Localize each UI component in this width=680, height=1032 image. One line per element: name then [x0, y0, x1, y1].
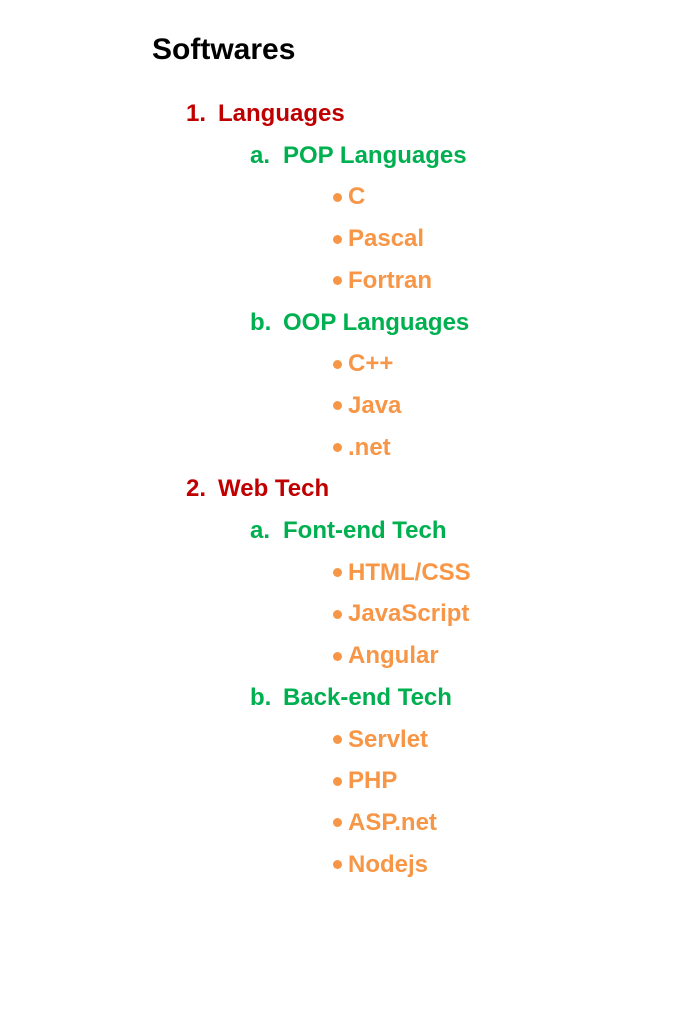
bullet-item: Java	[333, 390, 401, 422]
bullet-icon	[333, 860, 342, 870]
bullet-item: Angular	[333, 640, 439, 672]
group-item: a. POP Languages	[250, 140, 467, 172]
list-item-label: JavaScript	[348, 600, 470, 628]
bullet-icon	[333, 651, 342, 661]
bullet-icon	[333, 776, 342, 786]
bullet-item: C++	[333, 348, 393, 380]
list-item-label: Pascal	[348, 225, 425, 253]
list-marker: 1.	[186, 100, 207, 127]
bullet-item: Fortran	[333, 265, 432, 297]
list-item-label: OOP Languages	[283, 308, 470, 336]
bullet-item: Pascal	[333, 223, 424, 255]
list-item-label: Servlet	[348, 725, 429, 753]
list-item-label: Angular	[348, 642, 439, 670]
bullet-item: PHP	[333, 765, 397, 797]
list-item-label: Languages	[218, 100, 345, 127]
bullet-icon	[333, 192, 342, 202]
list-marker: b.	[250, 308, 272, 336]
bullet-icon	[333, 401, 342, 411]
document-title: Softwares	[152, 33, 296, 66]
list-item-label: PHP	[348, 767, 398, 795]
bullet-item: ASP.net	[333, 807, 437, 839]
bullet-icon	[333, 443, 342, 453]
list-marker: b.	[250, 683, 272, 711]
group-item: a. Font-end Tech	[250, 515, 447, 547]
group-item: b. Back-end Tech	[250, 682, 452, 714]
list-item-label: Back-end Tech	[283, 683, 452, 711]
section-item: 1. Languages	[186, 98, 345, 130]
list-marker: a.	[250, 517, 271, 544]
list-item-label: C++	[348, 350, 394, 378]
list-item-label: POP Languages	[283, 141, 467, 169]
bullet-item: JavaScript	[333, 598, 469, 630]
section-item: 2. Web Tech	[186, 473, 329, 505]
list-item-label: Java	[348, 391, 402, 419]
list-item-label: Web Tech	[218, 475, 330, 503]
bullet-item: Servlet	[333, 724, 428, 756]
list-item-label: .net	[348, 433, 391, 461]
list-item-label: HTML/CSS	[348, 558, 471, 586]
bullet-item: Nodejs	[333, 849, 428, 881]
bullet-icon	[333, 609, 342, 619]
list-marker: 2.	[186, 475, 207, 503]
list-item-label: Nodejs	[348, 850, 429, 878]
group-item: b. OOP Languages	[250, 307, 469, 339]
bullet-item: C	[333, 181, 365, 213]
list-item-label: C	[348, 183, 366, 211]
bullet-item: .net	[333, 432, 391, 464]
bullet-icon	[333, 276, 342, 286]
bullet-icon	[333, 568, 342, 578]
bullet-item: HTML/CSS	[333, 557, 471, 589]
bullet-icon	[333, 359, 342, 369]
list-item-label: Fortran	[348, 266, 432, 294]
bullet-icon	[333, 735, 342, 744]
list-marker: a.	[250, 141, 271, 169]
list-item-label: ASP.net	[348, 808, 437, 836]
list-item-label: Font-end Tech	[283, 517, 447, 544]
bullet-icon	[333, 818, 342, 828]
bullet-icon	[333, 234, 342, 244]
